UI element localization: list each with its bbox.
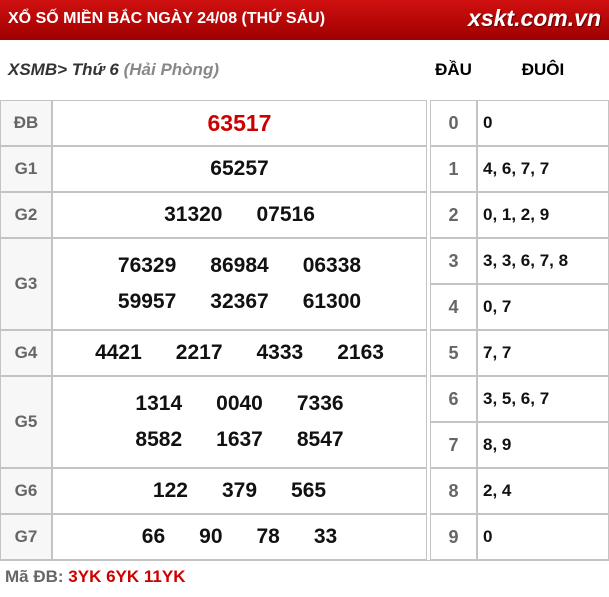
prize-numbers: 66 90 78 33 [52, 514, 427, 560]
footer-value: 3YK 6YK 11YK [68, 567, 186, 586]
number-row: 122 379 565 [153, 473, 326, 509]
prize-numbers: 63517 [52, 100, 427, 146]
site-logo[interactable]: xskt.com.vn [468, 5, 601, 31]
loto-head: 7 [430, 422, 477, 468]
loto-tails: 0, 7 [477, 284, 609, 330]
prize-number: 122 [152, 479, 188, 502]
prize-number: 8547 [296, 428, 344, 451]
footer: Mã ĐB: 3YK 6YK 11YK [0, 560, 609, 597]
prize-number: 86984 [210, 254, 269, 277]
prize-numbers: 122 379 565 [52, 468, 427, 514]
prize-number: 76329 [117, 254, 177, 277]
loto-head: 5 [430, 330, 477, 376]
prize-label: ĐB [0, 100, 52, 146]
prize-number: 59957 [117, 290, 177, 313]
loto-tails: 0, 1, 2, 9 [477, 192, 609, 238]
prize-number: 4333 [256, 341, 304, 364]
loto-head: 4 [430, 284, 477, 330]
prize-number: 66 [141, 525, 166, 548]
prize-label: G2 [0, 192, 52, 238]
number-row: 63517 [208, 105, 272, 141]
prize-number: 379 [221, 479, 258, 502]
prize-number: 06338 [302, 254, 362, 277]
prize-number: 2217 [175, 341, 223, 364]
loto-head: 6 [430, 376, 477, 422]
region[interactable]: XSMB> [8, 60, 68, 79]
prize-number: 07516 [256, 203, 315, 226]
number-row: 65257 [210, 151, 268, 187]
prize-numbers: 76329 86984 06338 59957 32367 61300 [52, 238, 427, 330]
prize-number: 78 [256, 525, 280, 548]
prize-number: 1637 [216, 428, 263, 451]
number-row: 1314 0040 7336 [135, 386, 343, 422]
loto-head: 0 [430, 100, 477, 146]
prize-label: G4 [0, 330, 52, 376]
tail-label: ĐUÔI [521, 60, 565, 79]
number-row: 8582 1637 8547 [135, 422, 343, 458]
prize-numbers: 31320 07516 [52, 192, 427, 238]
header-bar: XỔ SỐ MIỀN BẮC NGÀY 24/08 (THỨ SÁU) xskt… [0, 0, 609, 40]
loto-tails: 7, 7 [477, 330, 609, 376]
prize-number: 8582 [135, 428, 183, 451]
number-row: 66 90 78 33 [142, 519, 337, 555]
loto-head: 9 [430, 514, 477, 560]
prize-number: 565 [291, 479, 327, 502]
number-row: 76329 86984 06338 [118, 248, 361, 284]
prize-number: 61300 [302, 290, 362, 313]
loto-head: 1 [430, 146, 477, 192]
prize-number: 2163 [337, 341, 384, 364]
head-label: ĐẦU [435, 60, 472, 79]
number-row: 31320 07516 [164, 197, 315, 233]
prize-label: G5 [0, 376, 52, 468]
prize-numbers: 65257 [52, 146, 427, 192]
prize-number: 33 [313, 525, 338, 548]
loto-tails: 0 [477, 514, 609, 560]
prize-label: G6 [0, 468, 52, 514]
loto-tails: 0 [477, 100, 609, 146]
province: (Hải Phòng) [123, 60, 219, 79]
prize-number: 0040 [216, 392, 263, 415]
loto-tails: 3, 5, 6, 7 [477, 376, 609, 422]
loto-head: 8 [430, 468, 477, 514]
loto-head: 2 [430, 192, 477, 238]
prize-number: 63517 [207, 109, 272, 136]
breadcrumb: XSMB> Thứ 6 (Hải Phòng) [8, 60, 219, 80]
prize-number: 31320 [164, 203, 223, 226]
footer-label: Mã ĐB: [5, 567, 64, 586]
prize-number: 32367 [210, 290, 269, 313]
prize-number: 7336 [296, 392, 344, 415]
prize-number: 65257 [210, 157, 269, 180]
title: XỔ SỐ MIỀN BẮC NGÀY 24/08 (THỨ SÁU) [8, 10, 326, 27]
loto-tails: 8, 9 [477, 422, 609, 468]
prize-label: G1 [0, 146, 52, 192]
prize-label: G7 [0, 514, 52, 560]
number-row: 4421 2217 4333 2163 [95, 335, 384, 371]
loto-tails: 2, 4 [477, 468, 609, 514]
prize-numbers: 1314 0040 7336 8582 1637 8547 [52, 376, 427, 468]
loto-tails: 4, 6, 7, 7 [477, 146, 609, 192]
prize-number: 1314 [135, 392, 183, 415]
loto-head: 3 [430, 238, 477, 284]
prize-number: 90 [199, 525, 223, 548]
prize-label: G3 [0, 238, 52, 330]
number-row: 59957 32367 61300 [118, 284, 361, 320]
prize-numbers: 4421 2217 4333 2163 [52, 330, 427, 376]
prize-number: 4421 [95, 341, 142, 364]
loto-tails: 3, 3, 6, 7, 8 [477, 238, 609, 284]
day[interactable]: Thứ 6 [71, 60, 119, 79]
